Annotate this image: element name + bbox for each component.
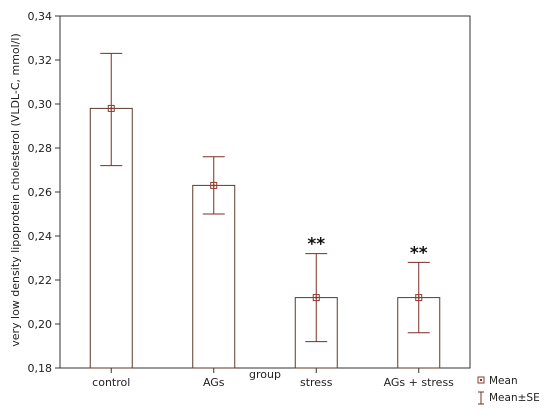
annotations: ** ** <box>307 235 427 264</box>
axes: 0,18 0,20 0,22 0,24 0,26 0,28 0,30 0,32 0,34 cont… <box>28 10 471 389</box>
y-tick-label: 0,32 <box>28 54 53 67</box>
legend-mean-label: Mean <box>489 375 518 387</box>
bars <box>89 52 441 369</box>
mean-marker <box>312 294 320 302</box>
bar <box>192 184 236 369</box>
x-tick-label: AGs + stress <box>384 376 455 389</box>
x-tick-label: stress <box>300 376 333 389</box>
legend-se-label: Mean±SE <box>489 392 540 404</box>
y-tick-label: 0,24 <box>28 230 53 243</box>
mean-marker <box>210 181 218 189</box>
y-tick-label: 0,28 <box>28 142 53 155</box>
mean-marker <box>107 104 115 112</box>
y-tick-label: 0,20 <box>28 318 53 331</box>
mean-marker-dot <box>212 184 215 187</box>
mean-marker-dot <box>315 296 318 299</box>
y-tick-label: 0,18 <box>28 362 53 375</box>
significance-annotation: ** <box>307 235 325 255</box>
significance-annotation: ** <box>410 243 428 263</box>
legend: Mean Mean±SE <box>477 375 540 405</box>
y-axis-title: very low density lipoprotein cholesterol… <box>9 33 22 347</box>
x-tick-label: AGs <box>203 376 225 389</box>
mean-marker-dot <box>110 107 113 110</box>
y-tick-label: 0,30 <box>28 98 53 111</box>
mean-marker <box>415 294 423 302</box>
mean-marker-dot <box>417 296 420 299</box>
y-tick-label: 0,22 <box>28 274 53 287</box>
legend-mean-marker-inner <box>480 379 482 381</box>
y-tick-label: 0,34 <box>28 10 53 23</box>
y-tick-label: 0,26 <box>28 186 53 199</box>
x-axis-title: group <box>249 368 281 381</box>
x-tick-label: control <box>92 376 130 389</box>
legend-mean-marker <box>477 376 485 384</box>
